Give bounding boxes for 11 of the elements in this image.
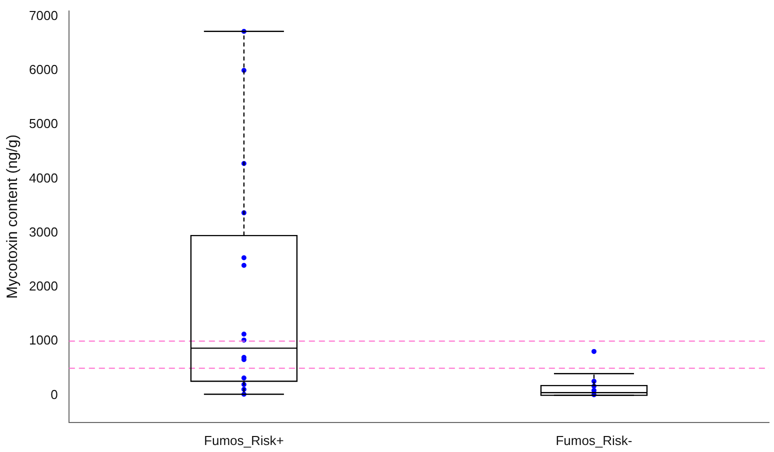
y-tick-label: 5000 <box>29 116 58 132</box>
y-tick-label: 1000 <box>29 332 58 348</box>
y-tick-label: 6000 <box>29 62 58 77</box>
y-tick-label: 7000 <box>29 8 58 23</box>
y-tick-label: 0 <box>50 386 58 402</box>
x-tick-label: Fumos_Risk+ <box>204 432 284 448</box>
y-tick-label: 4000 <box>29 170 58 186</box>
y-tick-label: 2000 <box>29 278 58 294</box>
x-tick-label: Fumos_Risk- <box>556 432 632 448</box>
y-axis-title: Mycotoxin content (ng/g) <box>4 134 22 299</box>
y-tick-label: 3000 <box>29 224 58 240</box>
